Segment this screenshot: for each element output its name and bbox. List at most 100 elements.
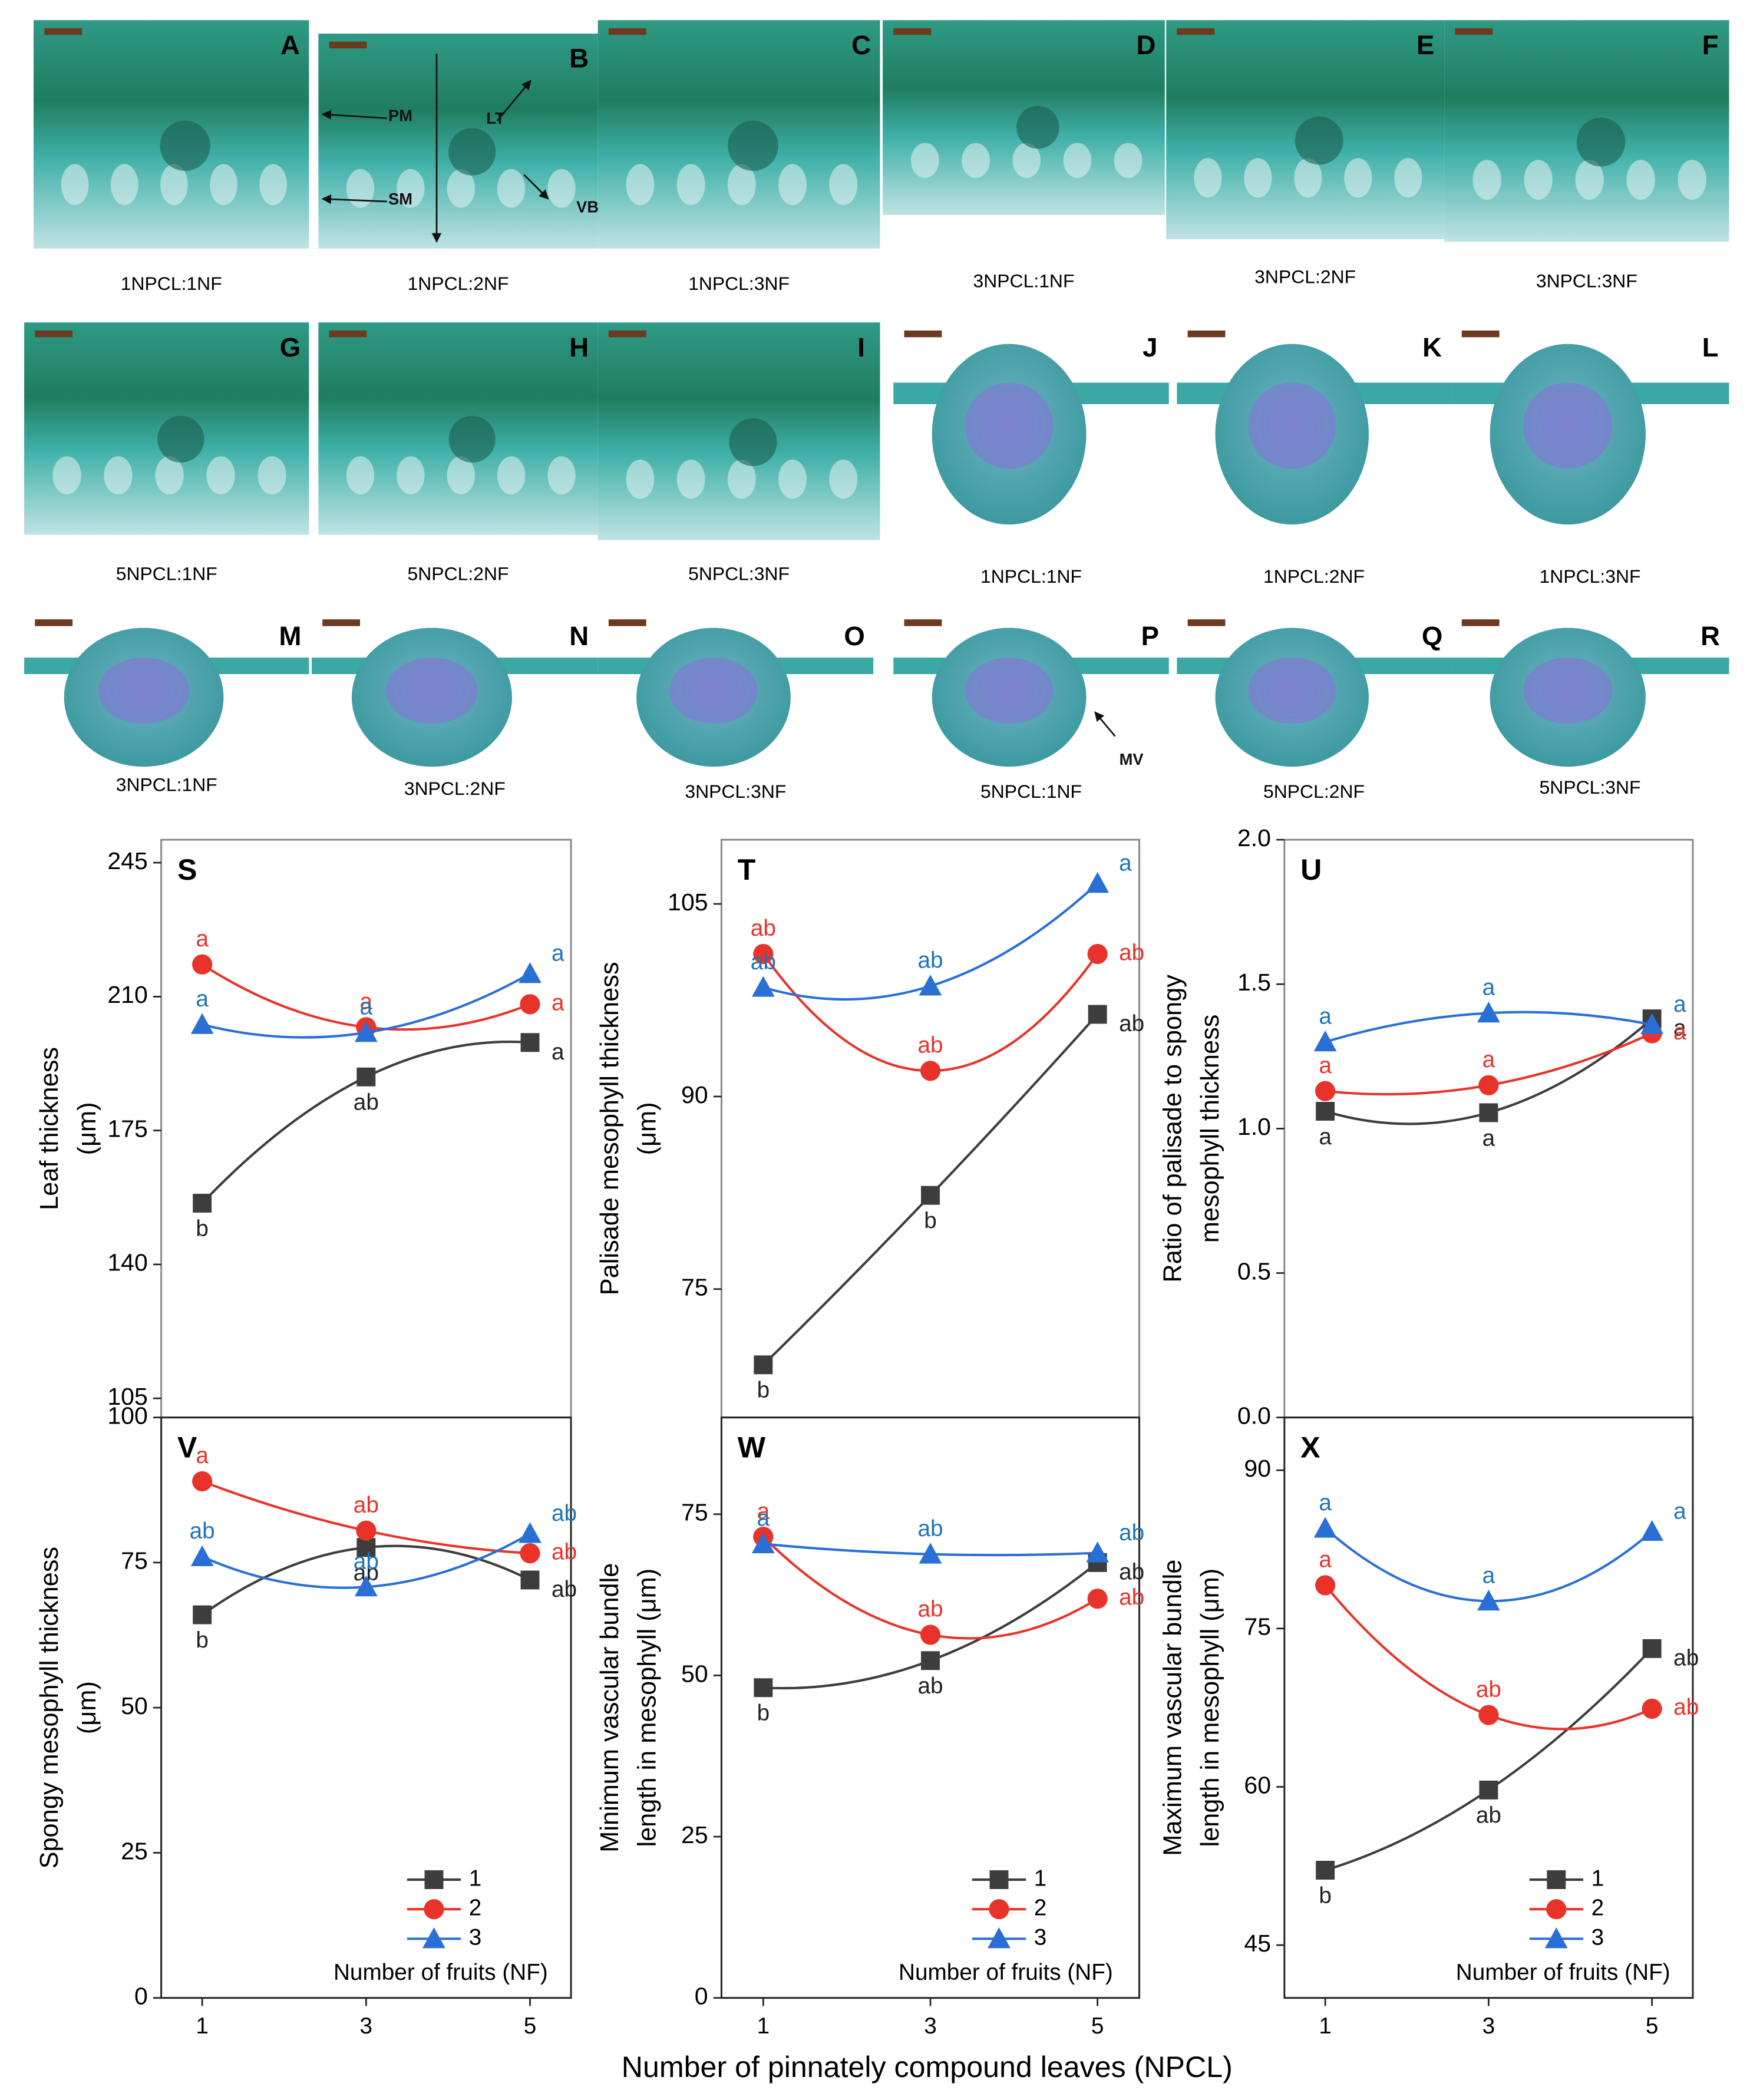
significance-letter: a <box>552 941 564 966</box>
cell-texture <box>155 456 184 495</box>
y-tick-label: 1.0 <box>1237 1113 1271 1140</box>
panel-caption: 3NPCL:2NF <box>1254 266 1356 287</box>
panel-letter: R <box>1700 621 1720 651</box>
scale-bar <box>904 330 942 338</box>
marker <box>1640 1520 1664 1541</box>
marker <box>753 943 774 965</box>
plot-frame <box>720 838 1141 1419</box>
panel-caption: 5NPCL:1NF <box>116 563 217 584</box>
marker <box>190 1013 214 1034</box>
cell-texture <box>626 459 655 499</box>
cell-texture <box>1678 160 1706 200</box>
scale-bar <box>608 28 646 35</box>
y-tick-label: 0 <box>134 1983 148 2010</box>
significance-letter: a <box>1319 1124 1332 1150</box>
cell-texture <box>104 456 133 495</box>
cell-texture <box>962 143 990 179</box>
marker <box>754 1355 773 1375</box>
x-tick-label: 5 <box>524 2013 537 2039</box>
y-axis-label: Ratio of palisade to spongy <box>1158 975 1187 1283</box>
marker <box>1478 1075 1499 1095</box>
y-axis-label: Maximum vascular bundle <box>1158 1560 1187 1856</box>
cell-texture <box>676 164 705 206</box>
significance-letter: ab <box>1119 1011 1144 1036</box>
cell-texture <box>1575 160 1604 200</box>
panel-letter: K <box>1422 332 1442 362</box>
cell-texture <box>346 456 375 495</box>
pointer-arrow <box>523 174 549 200</box>
vein <box>729 418 777 467</box>
marker <box>520 1570 540 1590</box>
panel-caption: 1NPCL:2NF <box>408 273 509 294</box>
panel-caption: 5NPCL:2NF <box>1263 781 1365 802</box>
vascular-bundle <box>1523 658 1613 724</box>
panel-letter: C <box>851 30 871 60</box>
x-tick-label: 3 <box>360 2013 373 2039</box>
legend-marker <box>988 1927 1011 1949</box>
legend-marker <box>1546 1899 1567 1920</box>
significance-letter: a <box>360 989 373 1015</box>
panel-caption: 3NPCL:1NF <box>116 774 217 795</box>
cell-texture <box>447 456 475 495</box>
significance-letter: ab <box>1119 1559 1144 1584</box>
marker <box>751 976 775 997</box>
significance-letter: ab <box>1119 940 1144 965</box>
significance-letter: ab <box>354 1548 379 1574</box>
cell-texture <box>397 456 425 495</box>
panel-caption: 1NPCL:2NF <box>1263 566 1365 587</box>
significance-letter: a <box>360 995 373 1020</box>
cell-texture <box>1394 158 1422 198</box>
scale-bar <box>608 619 646 626</box>
chart: 75 90 105 Palisade mesophyll thickness (μm) T… <box>596 838 1144 1419</box>
panel-letter: H <box>569 332 589 362</box>
scale-bar <box>35 619 73 626</box>
panel-letter: M <box>279 621 302 651</box>
significance-letter: ab <box>1476 1803 1501 1828</box>
legend-marker <box>989 1899 1009 1920</box>
structure-label: PM <box>388 107 412 125</box>
vein <box>1016 105 1059 149</box>
legend-marker <box>422 1927 445 1949</box>
y-tick-label: 245 <box>107 847 147 874</box>
cell-texture <box>447 169 475 208</box>
vascular-bundle <box>1523 382 1613 469</box>
significance-letter: a <box>1482 1563 1495 1588</box>
panel-caption: 3NPCL:2NF <box>404 778 506 799</box>
scale-bar <box>1177 28 1215 35</box>
structure-label: VB <box>576 198 599 216</box>
cell-texture <box>547 169 576 208</box>
panel-caption: 5NPCL:3NF <box>688 563 790 584</box>
cell-texture <box>727 164 756 206</box>
chart: 45 60 75 90 1 3 5 Maximum vascular bundle length… <box>1158 1416 1699 2039</box>
scale-bar <box>893 28 932 35</box>
y-tick-label: 25 <box>681 1821 708 1848</box>
vascular-bundle <box>669 658 758 724</box>
y-tick-label: 60 <box>1244 1771 1271 1798</box>
marker <box>356 1538 376 1557</box>
cell-texture <box>547 456 576 495</box>
marker <box>921 1651 940 1670</box>
panel-letter: U <box>1300 853 1322 886</box>
panel-caption: 1NPCL:1NF <box>980 566 1082 587</box>
pointer-arrow <box>321 194 387 204</box>
cell-texture <box>1194 158 1222 198</box>
cell-texture <box>259 164 288 206</box>
panel-letter: D <box>1137 30 1156 60</box>
vein <box>1295 116 1343 165</box>
marker <box>193 1194 212 1213</box>
significance-letter: a <box>1673 992 1686 1017</box>
marker <box>1088 1005 1107 1024</box>
legend-title: Number of fruits (NF) <box>333 1960 548 1985</box>
y-tick-label: 75 <box>681 1274 708 1301</box>
marker <box>519 962 541 983</box>
scale-bar <box>904 619 942 626</box>
marker <box>1087 1589 1108 1609</box>
y-tick-label: 90 <box>1244 1455 1271 1482</box>
y-tick-label: 0.0 <box>1237 1402 1271 1429</box>
legend-title: Number of fruits (NF) <box>1456 1960 1670 1985</box>
significance-letter: ab <box>552 1501 577 1526</box>
legend-label: 3 <box>1591 1925 1604 1950</box>
cell-texture <box>727 459 756 499</box>
panel-caption: 3NPCL:3NF <box>685 781 786 802</box>
